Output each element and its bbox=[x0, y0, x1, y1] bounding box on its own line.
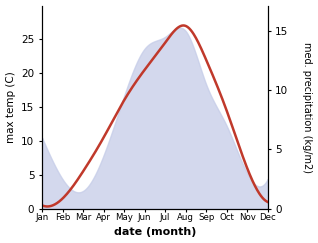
Y-axis label: max temp (C): max temp (C) bbox=[5, 71, 16, 143]
X-axis label: date (month): date (month) bbox=[114, 227, 196, 237]
Y-axis label: med. precipitation (kg/m2): med. precipitation (kg/m2) bbox=[302, 42, 313, 173]
